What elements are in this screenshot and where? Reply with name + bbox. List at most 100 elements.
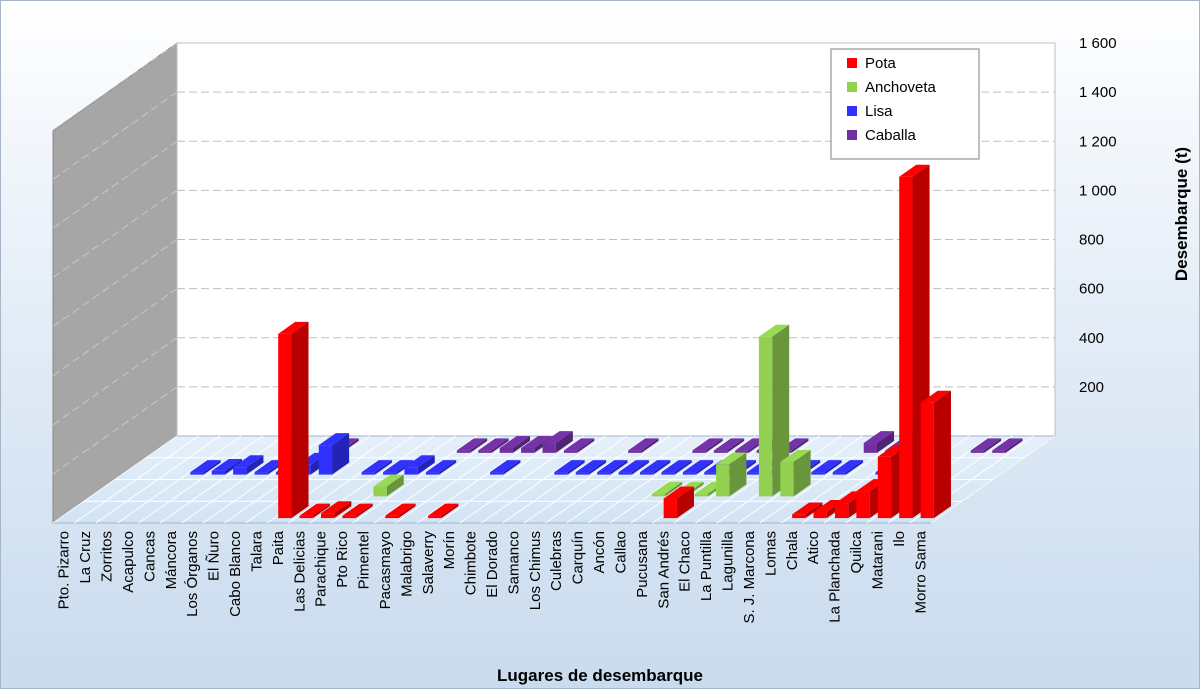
category-label: Quilca bbox=[848, 530, 865, 573]
category-label: Cancas bbox=[141, 531, 158, 582]
bar-front bbox=[490, 472, 504, 475]
bar-side bbox=[933, 390, 951, 519]
category-label: Ilo bbox=[891, 531, 908, 547]
bar-side bbox=[729, 452, 747, 497]
bar-top bbox=[597, 460, 628, 473]
bar-top bbox=[478, 438, 509, 451]
bar-top bbox=[639, 460, 671, 473]
bar-top bbox=[233, 455, 264, 468]
bar-pota-34 bbox=[792, 502, 823, 519]
bar-front bbox=[628, 450, 642, 453]
bar-caballa-19 bbox=[563, 438, 595, 453]
bar-side bbox=[984, 438, 1002, 453]
bar-anchoveta-31 bbox=[758, 324, 790, 497]
category-label: Pto Rico bbox=[334, 531, 351, 588]
bar-front bbox=[254, 472, 268, 475]
bar-side bbox=[334, 501, 352, 519]
bar-lisa-33 bbox=[832, 460, 864, 475]
bar-top bbox=[780, 450, 811, 462]
bar-side bbox=[567, 460, 585, 475]
bar-front bbox=[554, 472, 568, 475]
side-gridline bbox=[52, 288, 178, 377]
bars bbox=[190, 164, 1023, 519]
bar-lisa-26 bbox=[682, 460, 714, 475]
bar-top bbox=[692, 438, 723, 451]
bar-side bbox=[386, 474, 404, 497]
bar-front bbox=[425, 472, 440, 475]
bar-front bbox=[651, 493, 666, 497]
bar-top bbox=[554, 460, 585, 473]
bar-side bbox=[374, 460, 392, 475]
bar-anchoveta-29 bbox=[716, 452, 747, 497]
bar-side bbox=[398, 503, 416, 519]
side-gridline bbox=[52, 42, 178, 131]
category-label: Atico bbox=[805, 531, 822, 564]
bar-caballa-22 bbox=[628, 438, 659, 453]
y-tick-label: 1 400 bbox=[1079, 84, 1117, 101]
bar-front bbox=[342, 515, 356, 519]
category-label: Parachique bbox=[313, 531, 330, 607]
bar-lisa-14 bbox=[425, 460, 457, 475]
category-label: Acapulco bbox=[120, 531, 137, 593]
bar-lisa-3 bbox=[190, 460, 221, 475]
bar-front bbox=[542, 443, 556, 453]
bar-top bbox=[563, 438, 595, 451]
bar-top bbox=[575, 460, 607, 473]
bar-side bbox=[312, 503, 330, 519]
bar-front bbox=[233, 467, 247, 475]
bar-front bbox=[639, 472, 654, 475]
bar-side bbox=[291, 321, 309, 519]
bar-top bbox=[792, 502, 823, 515]
bar-top bbox=[318, 433, 350, 446]
bar-side bbox=[224, 458, 243, 475]
category-label: Lomas bbox=[762, 531, 779, 576]
bar-top bbox=[682, 460, 714, 473]
category-label: Pacasmayo bbox=[377, 531, 394, 609]
category-label: Paita bbox=[270, 530, 287, 565]
bar-front bbox=[813, 511, 827, 519]
bar-side bbox=[577, 438, 595, 453]
category-label: Zorritos bbox=[99, 531, 116, 582]
bar-front bbox=[299, 515, 313, 519]
bar-top bbox=[321, 501, 352, 514]
category-label: Salaverry bbox=[420, 531, 437, 595]
bar-caballa-18 bbox=[542, 431, 573, 453]
category-label: Chimbote bbox=[463, 531, 480, 595]
bar-top bbox=[404, 455, 435, 468]
bar-top bbox=[521, 435, 552, 448]
bar-top bbox=[211, 458, 243, 471]
bar-lisa-4 bbox=[211, 458, 243, 475]
category-label: Ancón bbox=[591, 531, 608, 574]
bar-anchoveta-26 bbox=[651, 481, 683, 497]
bar-top bbox=[425, 460, 457, 473]
bar-top bbox=[499, 435, 531, 448]
bar-front bbox=[575, 472, 590, 475]
category-label: Los Chimus bbox=[527, 531, 544, 610]
category-label: Chala bbox=[784, 530, 801, 570]
bar-caballa-26 bbox=[713, 438, 745, 453]
bar-side bbox=[772, 324, 790, 497]
bar-front bbox=[383, 472, 397, 475]
bar-pota-17 bbox=[428, 503, 459, 519]
y-tick-label: 600 bbox=[1079, 281, 1104, 298]
bar-side bbox=[631, 460, 649, 475]
bar-side bbox=[470, 438, 488, 453]
category-label: Pto. Pizarro bbox=[56, 531, 73, 609]
bar-top bbox=[278, 321, 309, 334]
bar-side bbox=[555, 431, 573, 453]
bar-front bbox=[361, 472, 375, 475]
legend: Pota Anchoveta Lisa Caballa bbox=[830, 48, 980, 160]
bar-top bbox=[663, 486, 694, 499]
bar-top bbox=[651, 481, 683, 494]
bar-lisa-20 bbox=[554, 460, 585, 475]
bar-front bbox=[521, 447, 535, 453]
y-axis-ticks: 200 400 600 800 1 000 1 200 1 400 1 600 bbox=[1079, 35, 1117, 396]
category-label: Callao bbox=[612, 531, 629, 574]
bar-front bbox=[713, 450, 728, 453]
legend-label-caballa: Caballa bbox=[865, 127, 917, 144]
bar-front bbox=[478, 450, 492, 453]
bar-front bbox=[811, 472, 825, 475]
bar-caballa-38 bbox=[970, 438, 1002, 453]
